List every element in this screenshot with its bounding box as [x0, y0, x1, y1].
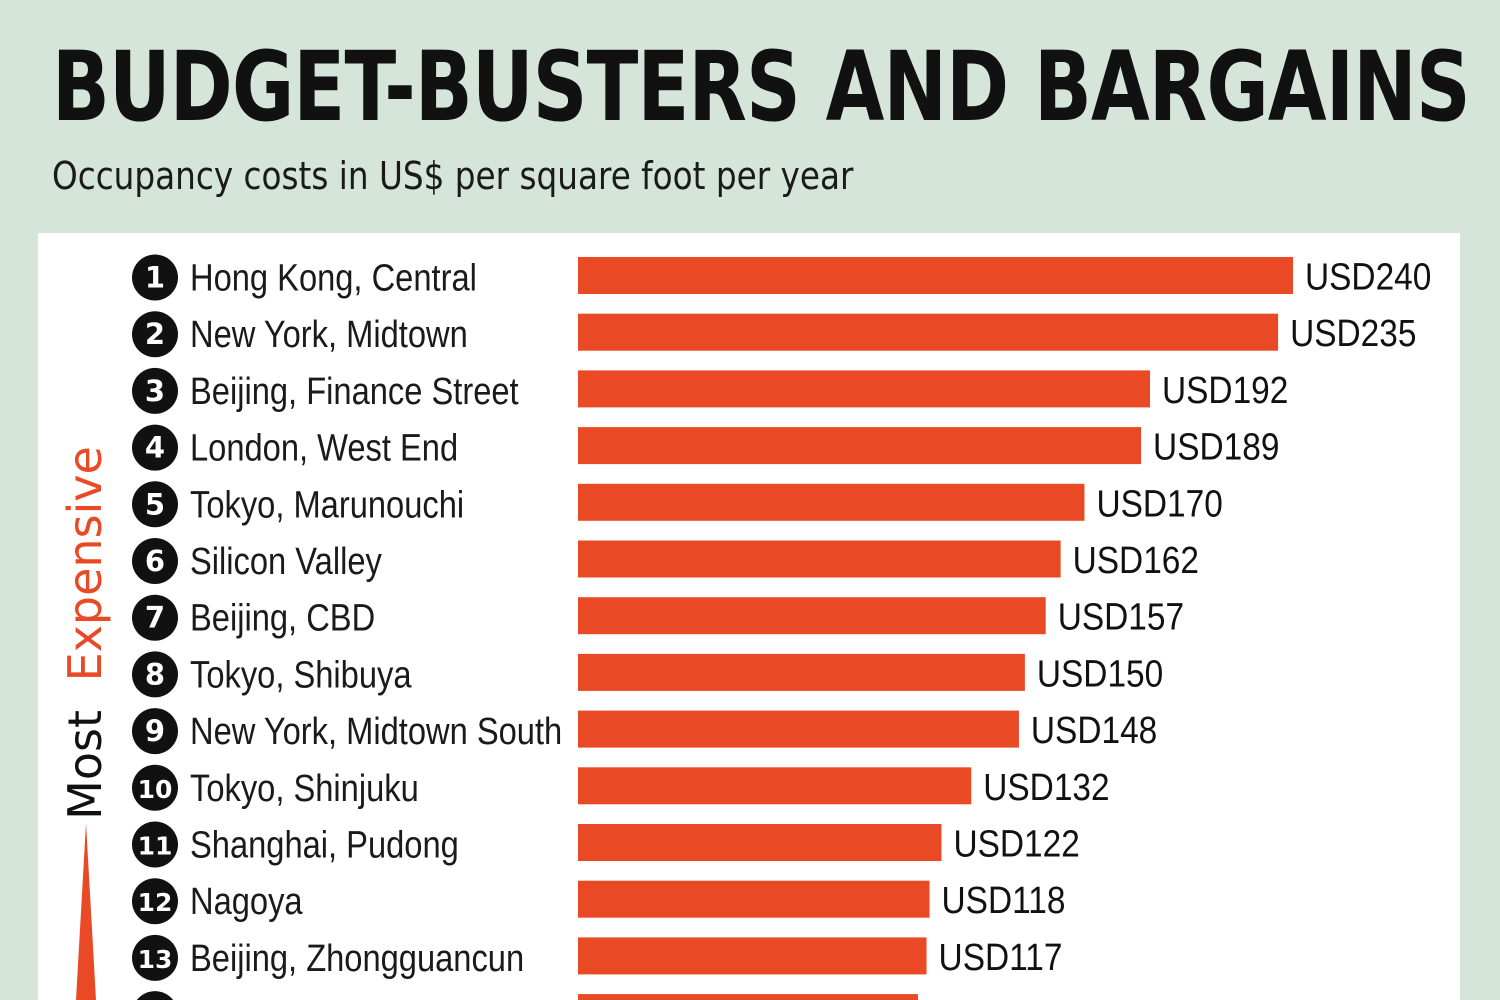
rank-number: 11 — [138, 832, 173, 861]
bar-value-label: USD157 — [1058, 596, 1184, 638]
category-label: Beijing, CBD — [190, 596, 375, 639]
bar-value-label: USD148 — [1031, 709, 1157, 751]
rank-badge — [132, 594, 178, 641]
rank-number: 10 — [138, 775, 173, 804]
category-label: Nagoya — [190, 880, 303, 923]
rank-badge — [132, 764, 178, 811]
bar — [578, 937, 927, 975]
bar-value-label: USD118 — [942, 879, 1066, 921]
category-label: Hong Kong, Central — [190, 256, 477, 299]
bar — [578, 653, 1025, 691]
rank-badge — [132, 651, 178, 698]
rank-badge — [132, 254, 178, 301]
rank-badge — [132, 311, 178, 358]
rank-number: 2 — [145, 317, 165, 351]
rank-number: 4 — [145, 431, 165, 465]
bar-value-label: USD240 — [1305, 256, 1431, 298]
category-label: Beijing, Zhongguancun — [190, 937, 524, 980]
bar — [578, 597, 1046, 635]
bar — [578, 313, 1279, 351]
bar — [578, 257, 1293, 294]
bar — [578, 880, 930, 918]
category-label: London, West End — [190, 426, 458, 469]
rank-badge — [132, 367, 178, 414]
rank-badge — [132, 538, 178, 584]
chart-panel: Most Expensive 1 Hong Kong, Central USD240… — [38, 233, 1460, 1000]
category-label: New York, Midtown South — [190, 710, 562, 753]
rank-number: 6 — [145, 544, 165, 578]
rank-badge — [132, 934, 178, 981]
category-label: Silicon Valley — [190, 540, 382, 583]
side-label-prefix: Most — [58, 710, 112, 820]
chart-title: BUDGET-BUSTERS AND BARGAINS — [52, 31, 1471, 143]
rank-badge — [132, 481, 178, 528]
category-label: Tokyo, Marunouchi — [190, 483, 464, 526]
rank-number: 3 — [145, 374, 165, 408]
side-label-text: Most Expensive — [58, 446, 112, 820]
rank-badge — [132, 424, 178, 471]
bar — [578, 824, 942, 861]
rank-number: 7 — [145, 601, 165, 635]
increase-arrow-icon — [76, 823, 96, 1000]
rank-number: 5 — [145, 487, 165, 521]
bar-chart: Most Expensive 1 Hong Kong, Central USD240… — [58, 254, 1431, 1000]
category-label: Shanghai, Pudong — [190, 823, 459, 866]
rank-badge — [132, 821, 178, 868]
bar — [578, 483, 1085, 521]
category-label: Beijing, Finance Street — [190, 370, 519, 413]
bar — [578, 540, 1061, 578]
bar-value-label: USD122 — [953, 823, 1079, 865]
category-label: Tokyo, Shinjuku — [190, 766, 419, 809]
category-label: Tokyo, Shibuya — [190, 653, 412, 696]
side-label-emphasis: Expensive — [58, 446, 112, 681]
bar — [578, 710, 1019, 748]
bar-rows: 1 Hong Kong, Central USD240 2 New York, Midt… — [132, 254, 1431, 1000]
rank-number: 8 — [145, 657, 165, 691]
side-label: Most Expensive — [58, 446, 112, 1000]
rank-number: 13 — [138, 945, 173, 974]
bar — [578, 370, 1150, 408]
bar — [578, 427, 1142, 465]
rank-number: 9 — [145, 714, 165, 748]
bar-value-label: USD162 — [1073, 539, 1199, 581]
bar-value-label: USD132 — [983, 766, 1109, 808]
bar-value-label: USD189 — [1153, 426, 1279, 468]
bar-value-label: USD192 — [1162, 369, 1288, 411]
rank-badge — [132, 878, 178, 925]
rank-number: 1 — [145, 261, 165, 295]
bar-value-label: USD235 — [1290, 312, 1416, 354]
rank-badge-partial — [136, 991, 174, 1000]
bar — [578, 767, 972, 805]
rank-badge — [132, 708, 178, 755]
bar-value-label: USD170 — [1096, 482, 1222, 524]
bar-value-label: USD117 — [939, 936, 1063, 978]
bar-value-label: USD150 — [1037, 652, 1163, 694]
rank-number: 12 — [138, 888, 173, 917]
chart-subtitle: Occupancy costs in US$ per square foot p… — [52, 154, 854, 198]
category-label: New York, Midtown — [190, 313, 468, 356]
bar-partial — [578, 994, 918, 1000]
